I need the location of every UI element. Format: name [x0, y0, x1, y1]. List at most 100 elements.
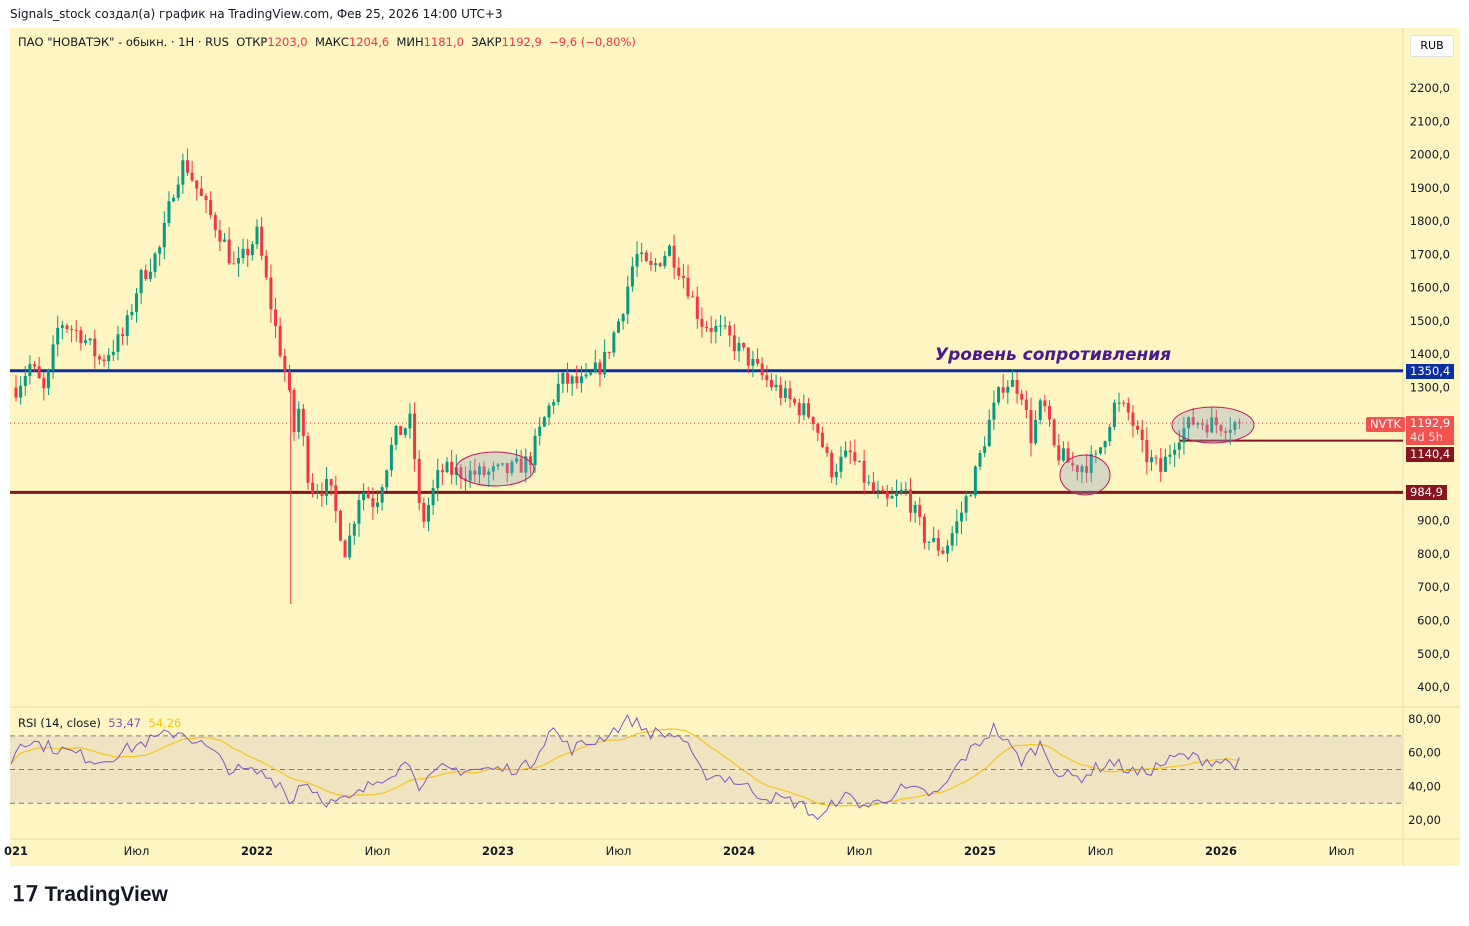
candle-body [918, 504, 922, 517]
candle [227, 227, 231, 266]
candle [783, 380, 787, 403]
candle [649, 252, 653, 271]
candle-body [1238, 422, 1242, 424]
candle-body [603, 351, 607, 375]
candle-body [589, 372, 593, 375]
candle-body [1029, 409, 1033, 444]
candle [1103, 440, 1107, 455]
highlight-ellipse [1171, 406, 1255, 444]
open-value: 1203,0 [267, 35, 308, 49]
candle [60, 320, 64, 340]
candle [959, 501, 963, 535]
candle [172, 194, 176, 203]
candle [691, 290, 695, 298]
candle-body [788, 388, 792, 400]
candle-body [1214, 417, 1218, 426]
candle-body [116, 334, 120, 352]
candle [487, 468, 491, 487]
candle [612, 330, 616, 357]
candle [338, 509, 342, 542]
candle [56, 315, 60, 357]
chart-area[interactable] [10, 28, 1460, 866]
candle-body [1048, 406, 1052, 420]
candle [135, 288, 138, 323]
candle [325, 466, 329, 505]
candle-body [862, 460, 866, 483]
candle-body [468, 470, 472, 481]
currency-button[interactable]: RUB [1410, 35, 1454, 57]
candle [70, 325, 74, 343]
candle-body [325, 479, 329, 496]
price-tick-label: 500,0 [1417, 647, 1450, 661]
candle [246, 239, 250, 267]
candle [19, 376, 23, 405]
candle [607, 351, 611, 359]
candle-body [329, 479, 333, 486]
low-value: 1181,0 [423, 35, 464, 49]
candle [955, 509, 959, 546]
candle-body [1010, 380, 1014, 387]
rsi-label[interactable]: RSI (14, close) [18, 716, 101, 730]
candle-body [385, 470, 389, 488]
candle-body [190, 172, 194, 181]
candle [431, 479, 435, 515]
candle [1163, 448, 1167, 472]
candle-body [1196, 423, 1200, 425]
candle [223, 232, 227, 243]
symbol-name[interactable]: ПАО "НОВАТЭК" - обыкн. · 1H · RUS [18, 35, 229, 49]
candle [737, 336, 741, 362]
candle-body [1233, 422, 1237, 430]
candle [440, 463, 444, 485]
candle-body [1020, 393, 1024, 400]
candle-body [1205, 424, 1209, 433]
candle-body [153, 253, 157, 272]
candle [130, 304, 134, 320]
candle [181, 153, 185, 194]
candle-body [366, 492, 370, 499]
candle [1085, 454, 1089, 483]
candle [232, 251, 236, 265]
candle [709, 316, 713, 344]
rsi-tick-label: 80,00 [1408, 712, 1441, 726]
candle-body [450, 461, 454, 475]
candle-body [751, 358, 755, 366]
candle-body [635, 254, 639, 267]
tradingview-logo[interactable]: 𝟣𝟩 TradingView [12, 882, 168, 907]
candle [301, 404, 305, 447]
candle [422, 497, 426, 529]
candle [1066, 441, 1070, 463]
candle-body [663, 255, 667, 267]
candle-body [686, 277, 690, 297]
candle [811, 416, 815, 431]
candle [1029, 397, 1033, 457]
candle-body [376, 502, 379, 507]
candle-body [1112, 402, 1116, 427]
candle-body [74, 329, 78, 331]
candle-body [162, 222, 166, 248]
candle [1233, 420, 1237, 436]
candle [167, 191, 171, 227]
candle [195, 180, 199, 201]
price-tick-label: 600,0 [1417, 613, 1450, 627]
candle [1173, 442, 1177, 468]
candle [992, 390, 996, 430]
candle [779, 376, 783, 406]
candle [1061, 441, 1065, 463]
candle [102, 354, 106, 367]
candle [287, 364, 291, 393]
candle [528, 451, 532, 475]
candle [663, 251, 667, 269]
resistance-annotation[interactable]: Уровень сопротивления [935, 345, 1172, 365]
candle-body [1099, 447, 1102, 454]
candle-body [830, 452, 834, 478]
time-tick-label: Июл [365, 844, 391, 858]
candle-body [556, 383, 560, 403]
candle-body [477, 466, 481, 475]
highlight-ellipse [455, 451, 535, 487]
candle [922, 513, 926, 549]
candle-body [936, 537, 940, 551]
candle-body [482, 466, 486, 476]
candle [153, 251, 157, 278]
candle [121, 327, 125, 346]
